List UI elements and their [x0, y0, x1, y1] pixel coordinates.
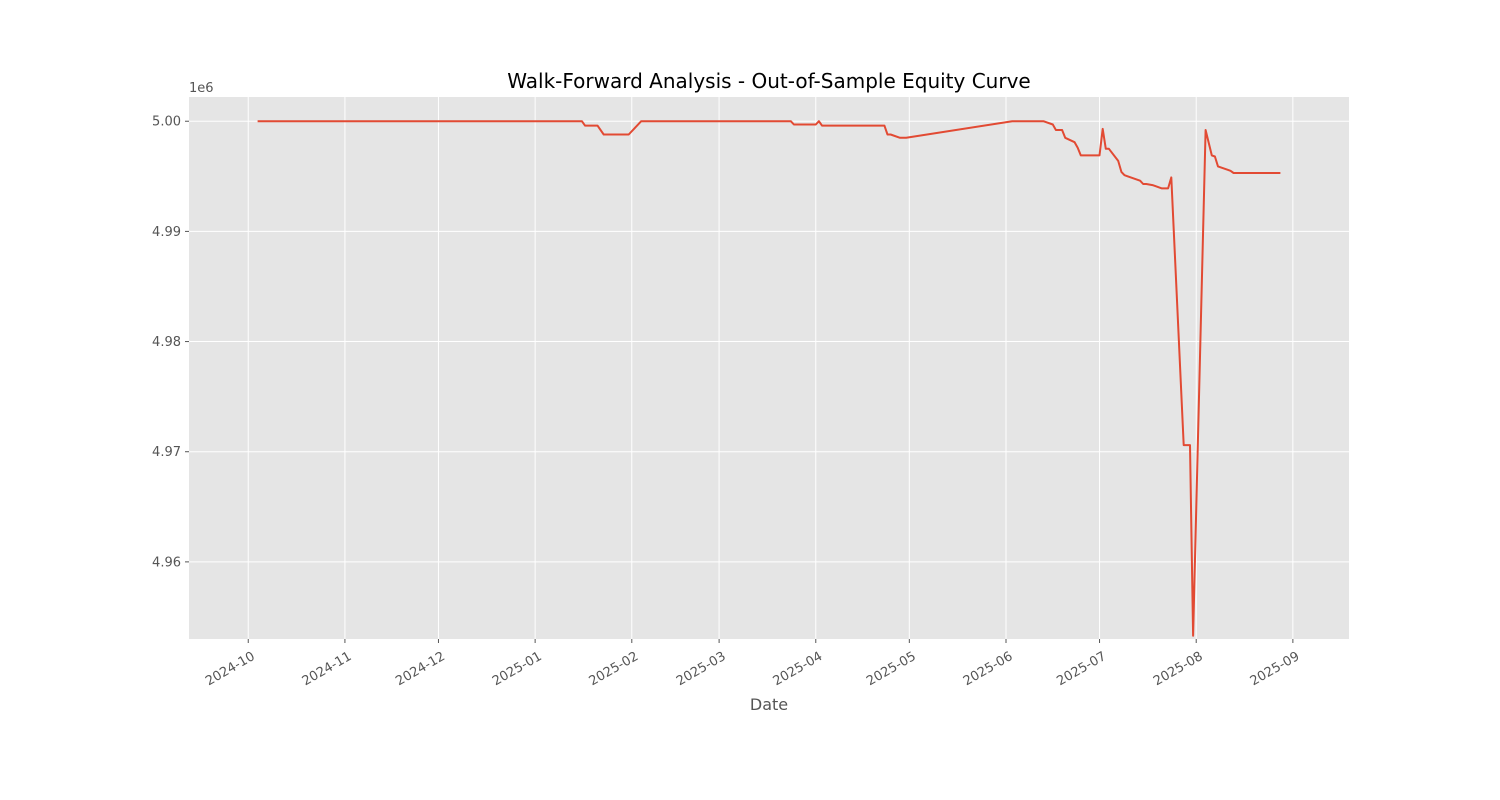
x-tick-label: 2024-11 [300, 649, 355, 689]
equity-line [257, 120, 1281, 637]
x-tick-label: 2025-03 [674, 649, 729, 689]
x-tick-label: 2025-09 [1248, 649, 1303, 689]
x-tick-label: 2024-10 [203, 649, 258, 689]
y-tick-label: 4.97 [152, 445, 181, 460]
y-tick-label: 4.96 [152, 555, 181, 570]
x-tick-label: 2025-02 [587, 649, 642, 689]
chart-title: Walk-Forward Analysis - Out-of-Sample Eq… [507, 69, 1030, 93]
x-tick-label: 2025-06 [961, 649, 1016, 689]
x-tick-label: 2025-01 [490, 649, 545, 689]
y-tick-label: 5.00 [152, 115, 181, 130]
x-tick-label: 2025-07 [1054, 649, 1109, 689]
x-axis-label: Date [750, 695, 788, 714]
series-layer [257, 120, 1281, 637]
x-tick-label: 2025-05 [864, 649, 919, 689]
plot-background [189, 97, 1349, 639]
x-tick-label: 2025-08 [1151, 649, 1206, 689]
x-tick-label: 2024-12 [393, 649, 448, 689]
y-axis-offset-label: 1e6 [189, 81, 214, 96]
y-tick-label: 4.98 [152, 335, 181, 350]
y-tick-label: 4.99 [152, 225, 181, 240]
x-tick-label: 2025-04 [771, 649, 826, 689]
